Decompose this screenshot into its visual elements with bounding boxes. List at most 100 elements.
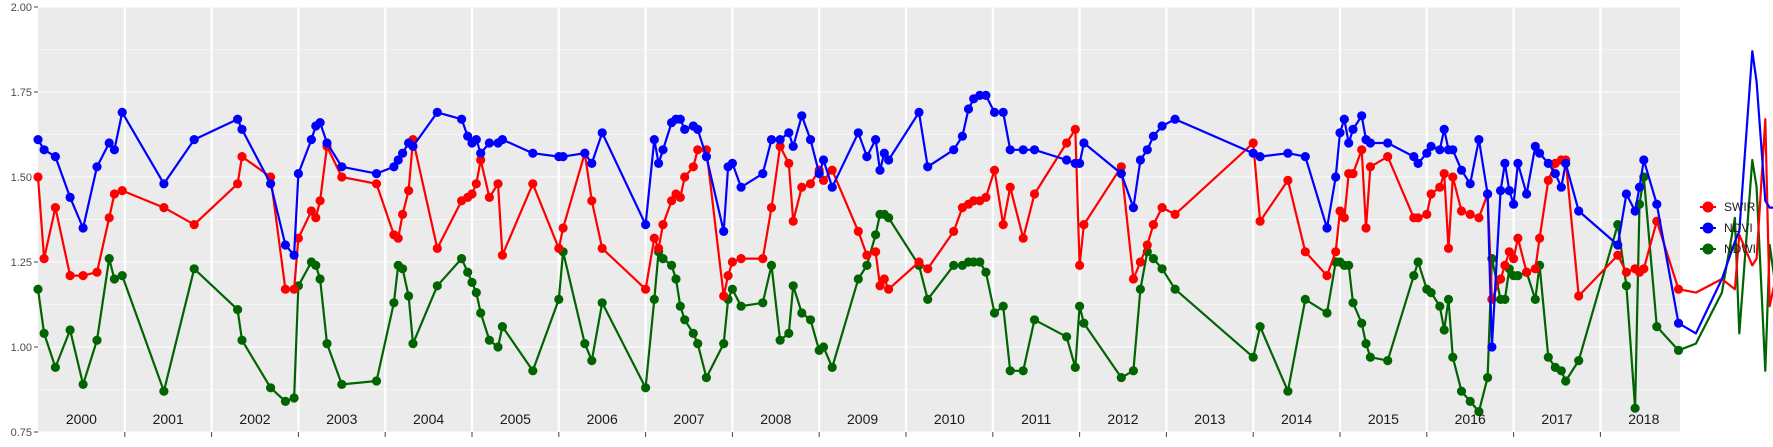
series-ndvi bbox=[33, 50, 1773, 352]
data-point-swir bbox=[393, 233, 403, 243]
data-point-ndvi bbox=[159, 179, 169, 189]
data-point-swir bbox=[33, 172, 43, 182]
data-point-swir bbox=[675, 192, 685, 202]
data-point-ndvi bbox=[1344, 138, 1354, 148]
data-point-ndvi bbox=[775, 135, 785, 145]
data-point-swir bbox=[818, 175, 829, 185]
data-point-ndwi bbox=[998, 301, 1008, 311]
data-point-ndvi bbox=[393, 155, 403, 165]
data-point-ndwi bbox=[315, 274, 325, 284]
data-point-swir bbox=[1500, 260, 1510, 270]
data-point-swir bbox=[39, 254, 49, 264]
data-point-ndvi bbox=[1426, 141, 1436, 151]
data-point-ndvi bbox=[998, 107, 1008, 117]
data-point-ndwi bbox=[432, 281, 442, 291]
data-point-swir bbox=[476, 155, 486, 165]
data-point-ndwi bbox=[1170, 284, 1180, 294]
data-point-ndwi bbox=[408, 339, 418, 349]
data-point-ndwi bbox=[92, 335, 102, 345]
data-point-ndwi bbox=[727, 284, 738, 294]
data-point-ndwi bbox=[233, 305, 243, 315]
data-point-ndvi bbox=[1543, 158, 1553, 168]
data-point-swir bbox=[1070, 124, 1080, 134]
data-point-swir bbox=[1530, 264, 1540, 274]
data-point-swir bbox=[1465, 209, 1475, 219]
data-point-ndvi bbox=[1335, 128, 1345, 138]
data-point-ndvi bbox=[981, 90, 991, 100]
data-point-ndvi bbox=[957, 131, 968, 141]
data-point-ndvi bbox=[788, 141, 798, 151]
data-point-ndwi bbox=[766, 260, 777, 270]
data-point-ndwi bbox=[404, 291, 414, 301]
year-labels: 2000 2001 2002 2003 2004 2005 2006 2007 2008 2009… bbox=[66, 411, 1660, 427]
data-point-swir bbox=[497, 250, 507, 260]
data-point-swir bbox=[587, 196, 597, 206]
data-point-ndvi bbox=[1079, 138, 1089, 148]
data-point-swir bbox=[853, 226, 863, 236]
data-point-ndvi bbox=[1613, 240, 1623, 250]
data-point-swir bbox=[1435, 182, 1445, 192]
data-point-ndwi bbox=[1443, 294, 1454, 304]
data-point-ndvi bbox=[736, 182, 746, 192]
data-point-swir bbox=[1348, 169, 1358, 179]
data-point-swir bbox=[736, 254, 746, 264]
data-point-swir bbox=[1029, 189, 1040, 199]
data-point-swir bbox=[337, 172, 347, 182]
data-point-ndwi bbox=[1413, 257, 1423, 267]
data-point-ndwi bbox=[528, 366, 538, 376]
data-point-ndwi bbox=[237, 335, 247, 345]
data-point-swir bbox=[719, 291, 729, 301]
data-point-ndwi bbox=[1456, 386, 1467, 396]
data-point-ndwi bbox=[1255, 322, 1265, 332]
data-point-swir bbox=[92, 267, 102, 277]
data-point-ndvi bbox=[1474, 135, 1484, 145]
data-point-ndvi bbox=[189, 135, 199, 145]
data-point-ndwi bbox=[65, 325, 75, 335]
data-point-ndvi bbox=[693, 124, 703, 134]
data-point-swir bbox=[493, 179, 503, 189]
data-point-ndvi bbox=[92, 162, 102, 172]
data-point-ndvi bbox=[701, 152, 712, 162]
series-ndwi bbox=[33, 158, 1773, 417]
data-point-swir bbox=[871, 247, 881, 257]
data-point-swir bbox=[693, 145, 703, 155]
year-label: 2011 bbox=[1021, 411, 1051, 427]
data-point-ndwi bbox=[649, 294, 659, 304]
year-label: 2010 bbox=[934, 411, 965, 427]
legend: SWIR NDVI NDWI bbox=[1700, 200, 1756, 256]
data-point-ndwi bbox=[463, 267, 473, 277]
data-point-ndwi bbox=[1435, 301, 1445, 311]
data-point-ndvi bbox=[322, 138, 332, 148]
data-point-ndvi bbox=[805, 135, 816, 145]
data-point-ndwi bbox=[471, 288, 481, 298]
data-point-ndvi bbox=[1639, 155, 1649, 165]
data-point-ndvi bbox=[1652, 199, 1662, 209]
data-point-ndvi bbox=[1483, 189, 1493, 199]
data-point-ndvi bbox=[1456, 165, 1467, 175]
data-point-ndwi bbox=[1079, 318, 1089, 328]
data-point-swir bbox=[1365, 162, 1375, 172]
data-point-ndvi bbox=[1550, 169, 1560, 179]
data-point-ndvi bbox=[104, 138, 114, 148]
data-point-swir bbox=[998, 220, 1008, 230]
data-point-ndvi bbox=[727, 158, 738, 168]
data-point-ndwi bbox=[805, 315, 816, 325]
data-point-ndwi bbox=[1322, 308, 1332, 318]
data-point-ndvi bbox=[580, 148, 590, 158]
data-point-ndvi bbox=[1673, 318, 1684, 328]
data-point-ndwi bbox=[1344, 260, 1354, 270]
data-point-ndvi bbox=[1621, 189, 1631, 199]
data-point-ndvi bbox=[1255, 152, 1265, 162]
data-point-swir bbox=[641, 284, 651, 294]
data-point-ndwi bbox=[827, 362, 837, 372]
y-tick-label: 1.50 bbox=[11, 172, 32, 184]
data-point-swir bbox=[237, 152, 247, 162]
data-point-ndvi bbox=[289, 250, 299, 260]
data-point-ndwi bbox=[1018, 366, 1028, 376]
data-point-swir bbox=[723, 271, 733, 281]
data-point-swir bbox=[989, 165, 1000, 175]
data-point-ndvi bbox=[1504, 186, 1514, 196]
data-point-swir bbox=[884, 284, 894, 294]
